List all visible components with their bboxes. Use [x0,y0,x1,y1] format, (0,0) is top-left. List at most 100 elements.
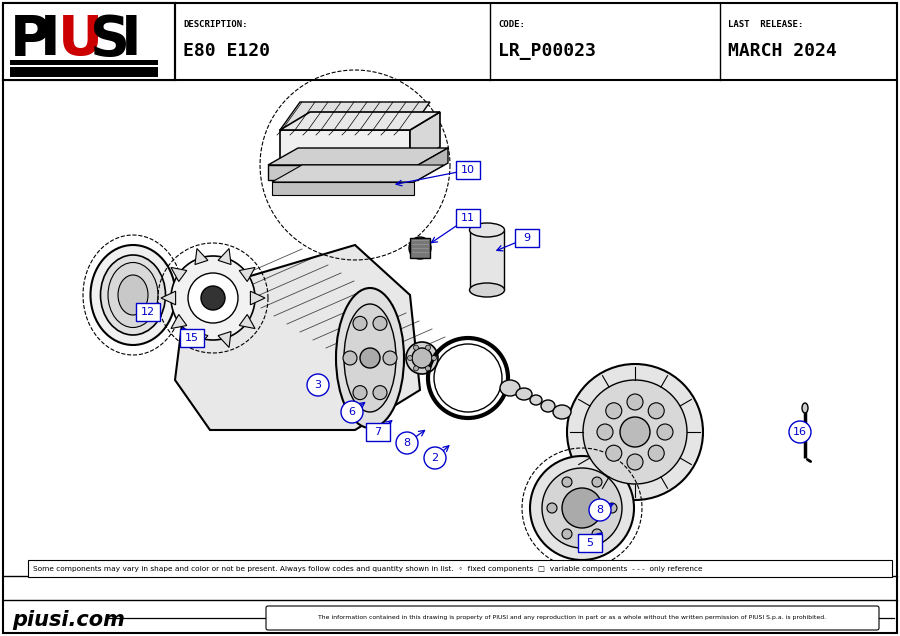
Bar [180,329,204,347]
Bar [456,161,480,179]
Ellipse shape [91,245,176,345]
Ellipse shape [516,388,532,400]
Circle shape [592,477,602,487]
Ellipse shape [412,348,432,368]
Polygon shape [218,331,231,347]
Circle shape [426,345,430,350]
Text: LAST  RELEASE:: LAST RELEASE: [728,20,803,29]
Ellipse shape [108,263,158,328]
Bar [28,560,892,577]
Bar [456,209,480,227]
Circle shape [606,445,622,461]
Circle shape [648,403,664,418]
Text: LR_P00023: LR_P00023 [498,42,596,60]
Text: 16: 16 [793,427,807,437]
Circle shape [341,401,363,423]
Text: The information contained in this drawing is property of PIUSI and any reproduct: The information contained in this drawin… [318,616,826,621]
Circle shape [657,424,673,440]
Ellipse shape [541,400,555,412]
FancyBboxPatch shape [266,606,879,630]
Text: 2: 2 [431,453,438,463]
Text: 9: 9 [524,233,531,243]
Bar [470,230,504,290]
Text: S: S [90,13,130,67]
Ellipse shape [101,255,166,335]
Polygon shape [418,148,448,180]
Text: 3: 3 [314,380,321,390]
Circle shape [562,529,572,539]
Circle shape [592,529,602,539]
Circle shape [396,432,418,454]
Text: 8: 8 [597,505,604,515]
Polygon shape [280,112,440,130]
Text: Some components may vary in shape and color or not be present. Always follow cod: Some components may vary in shape and co… [33,566,703,572]
Text: 8: 8 [403,438,410,448]
Ellipse shape [500,380,520,396]
Ellipse shape [406,342,438,374]
Polygon shape [195,331,208,347]
Circle shape [426,366,430,371]
Polygon shape [250,291,265,305]
Text: CODE:: CODE: [498,20,525,29]
Circle shape [307,374,329,396]
Circle shape [424,447,446,469]
Polygon shape [268,148,448,165]
Circle shape [648,445,664,461]
Circle shape [360,348,380,368]
Ellipse shape [336,288,404,428]
Circle shape [353,316,367,330]
Circle shape [408,356,412,361]
Polygon shape [218,249,231,265]
Circle shape [188,273,238,323]
Circle shape [627,454,643,470]
Circle shape [627,394,643,410]
Polygon shape [175,245,420,430]
Circle shape [353,385,367,399]
Circle shape [542,468,622,548]
Polygon shape [171,267,187,282]
Circle shape [383,351,397,365]
Text: 6: 6 [348,407,356,417]
Bar [366,423,390,441]
Circle shape [413,366,418,371]
Circle shape [789,421,811,443]
Text: 15: 15 [185,333,199,343]
Circle shape [597,424,613,440]
Polygon shape [272,182,414,195]
Circle shape [373,316,387,330]
Ellipse shape [553,405,571,419]
Bar [410,238,430,258]
Ellipse shape [118,275,148,315]
Polygon shape [410,112,440,165]
Circle shape [607,503,617,513]
Circle shape [171,256,255,340]
Circle shape [547,503,557,513]
Text: 11: 11 [461,213,475,223]
Text: DESCRIPTION:: DESCRIPTION: [183,20,248,29]
Polygon shape [195,249,208,265]
Polygon shape [239,267,255,282]
Polygon shape [280,102,430,130]
Polygon shape [272,165,444,182]
Bar [10,67,158,77]
Text: MARCH 2024: MARCH 2024 [728,42,837,60]
Text: piusi.com: piusi.com [12,610,125,630]
Ellipse shape [409,237,431,259]
Text: 7: 7 [374,427,382,437]
Bar [515,229,539,247]
Circle shape [413,345,418,350]
Ellipse shape [344,304,396,412]
Circle shape [589,499,611,521]
Circle shape [530,456,634,560]
Circle shape [583,380,687,484]
Text: I: I [121,13,141,67]
Ellipse shape [802,403,808,413]
Bar [10,60,158,65]
Text: E80 E120: E80 E120 [183,42,270,60]
Polygon shape [171,314,187,329]
Bar [136,303,160,321]
Text: I: I [40,13,60,67]
Circle shape [431,356,436,361]
Ellipse shape [470,223,505,237]
Text: 10: 10 [461,165,475,175]
